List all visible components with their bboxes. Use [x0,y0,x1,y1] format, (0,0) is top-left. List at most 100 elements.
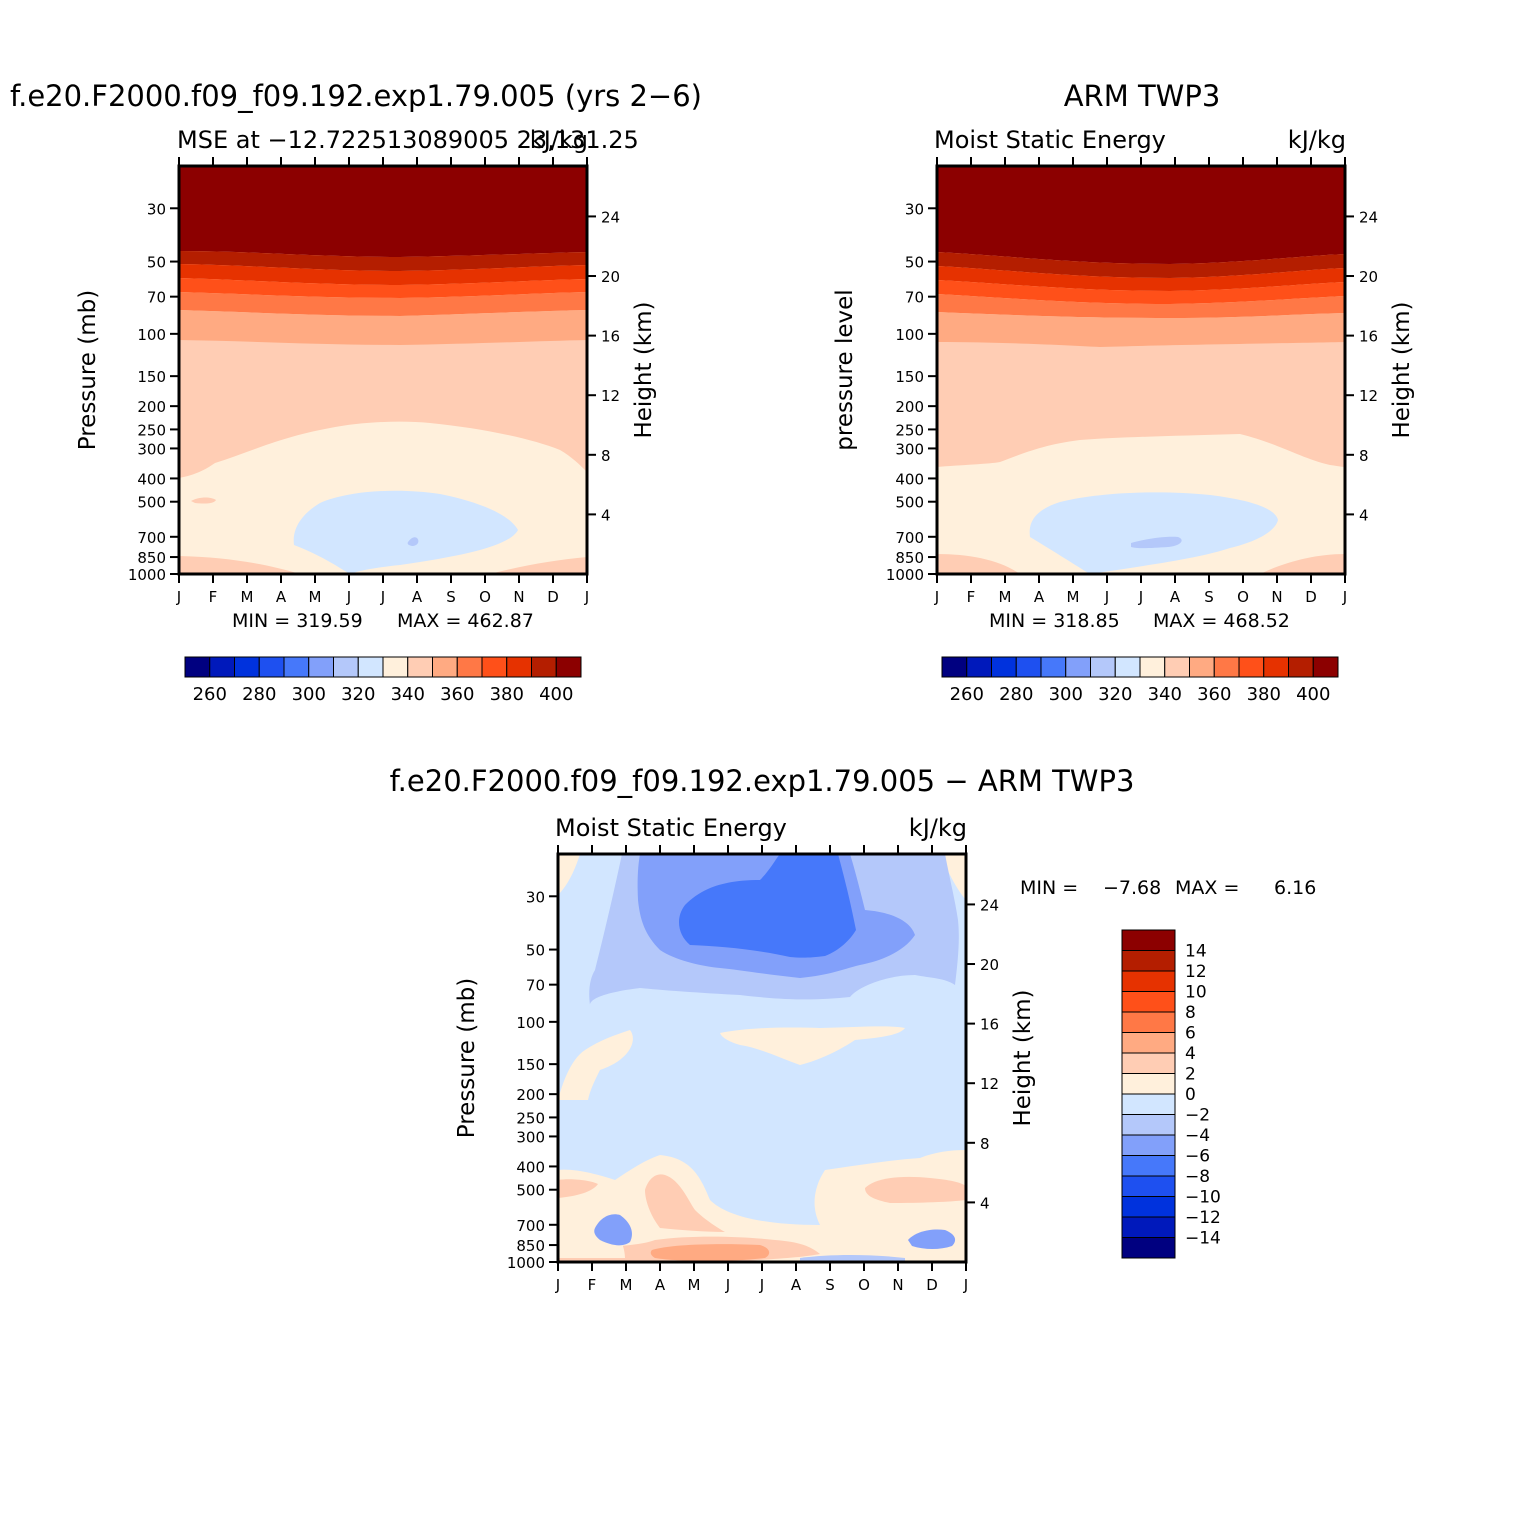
colorbar-label: 360 [440,684,474,705]
colorbar-swatch [531,656,557,678]
colorbar-swatch [506,656,532,678]
y-tick-label: 100 [137,326,166,344]
x-tick-label: D [1305,588,1317,606]
y-tick-label: 850 [516,1237,545,1255]
colorbar-label: −4 [1185,1126,1210,1146]
colorbar-swatch [1121,1196,1176,1218]
colorbar-swatch [1263,656,1289,678]
colorbar-swatch [1189,656,1215,678]
colorbar-swatch [1121,991,1176,1013]
x-tick-label: F [209,588,218,606]
panel1-colorbar: 260 280 300 320 340 360 380 400 [184,656,582,705]
panel2-band-320 [1029,492,1278,574]
panel2-band-360 [937,294,1345,318]
panel2-band-380 [937,266,1345,291]
x-tick-label: M [1067,588,1080,606]
y-tick-label: 70 [526,977,545,995]
colorbar-label: 300 [292,684,326,705]
panel1-band-320 [293,490,518,574]
colorbar-swatch [1015,656,1042,678]
colorbar-swatch [357,656,384,678]
x-tick-label: N [513,588,524,606]
x-tick-label: J [759,1276,764,1294]
y-tick-label: 300 [895,440,924,458]
colorbar-label: 340 [391,684,425,705]
panel3-band-plus2-mid [720,1026,905,1065]
panel1-band-360 [179,292,587,316]
y-right-tick-label: 20 [601,268,620,286]
x-tick-label: M [999,588,1012,606]
y-tick-label: 100 [895,326,924,344]
colorbar-label: 0 [1185,1085,1196,1105]
colorbar-label: 6 [1185,1024,1196,1044]
panel3-band-plus4-mid [645,1174,725,1232]
colorbar-swatch [1238,656,1265,678]
y-tick-label: 250 [516,1109,545,1127]
y-right-tick-label: 24 [601,208,620,226]
y-tick-label: 850 [137,549,166,567]
y-tick-label: 50 [526,942,545,960]
y-right-tick-label: 20 [1359,268,1378,286]
y-axis-title: pressure level [832,289,858,450]
x-tick-label: O [479,588,491,606]
x-tick-label: M [620,1276,633,1294]
colorbar-label: 260 [193,684,227,705]
colorbar-label: 4 [1185,1044,1196,1064]
colorbar-swatch [333,656,359,678]
y-tick-label: 700 [895,529,924,547]
colorbar-swatch [1121,1093,1176,1115]
panel2-subtitle-left: Moist Static Energy [934,126,1166,154]
panel1-subtitle-right: kJ/kg [529,126,588,154]
y-tick-label: 500 [895,494,924,512]
panel3-band-minus4-right [908,1229,956,1249]
panel1-band-380 [179,264,587,285]
y-tick-label: 250 [137,421,166,439]
panel1-band-310 [407,537,419,546]
colorbar-swatch [1121,1237,1176,1259]
x-tick-label: J [346,588,351,606]
x-tick-label: A [791,1276,802,1294]
colorbar-swatch [1121,1052,1176,1074]
y-right-tick-label: 12 [980,1075,999,1093]
x-tick-label: J [963,1276,968,1294]
x-tick-label: A [1170,588,1181,606]
colorbar-swatch [258,656,285,678]
y-tick-label: 300 [137,440,166,458]
panel2-band-350 [937,312,1345,347]
panel1-band-370 [179,278,587,298]
colorbar-swatch [1213,656,1240,678]
y-tick-label: 1000 [128,566,166,584]
panel3-min-value: −7.68 [1103,877,1162,899]
panel2-colorbar: 260 280 300 320 340 360 380 400 [941,656,1339,705]
panel1-min-label: MIN = 319.59 [232,610,363,632]
panel1-band-340-patch [191,497,216,504]
y-right-tick-label: 4 [1359,506,1369,524]
x-tick-label: A [1034,588,1045,606]
colorbar-swatch [1121,1114,1176,1136]
colorbar-label: −6 [1185,1147,1210,1167]
x-tick-label: M [241,588,254,606]
colorbar-swatch [234,656,260,678]
panel3-min-label: MIN = [1020,877,1079,899]
y-right-axis-title: Height (km) [1389,301,1415,438]
colorbar-swatch [1312,656,1339,678]
panel3-band-minus2-bottom [800,1255,905,1262]
colorbar-swatch [1121,1011,1176,1033]
colorbar-label: 380 [490,684,524,705]
panel3-max-label: MAX = [1175,877,1240,899]
y-tick-label: 1000 [507,1254,545,1272]
x-tick-label: A [655,1276,666,1294]
panel3-band-plus4-left [558,1179,598,1198]
panel1-band-390 [179,251,587,271]
colorbar-swatch [1121,1175,1176,1197]
colorbar-swatch [991,656,1017,678]
y-right-axis-title: Height (km) [1010,989,1036,1126]
colorbar-swatch [1121,1134,1176,1156]
x-tick-label: M [309,588,322,606]
x-tick-label: J [380,588,385,606]
panel1-contours [179,166,587,574]
colorbar-swatch [407,656,433,678]
colorbar-swatch [1121,1032,1176,1054]
colorbar-label: 340 [1148,684,1182,705]
